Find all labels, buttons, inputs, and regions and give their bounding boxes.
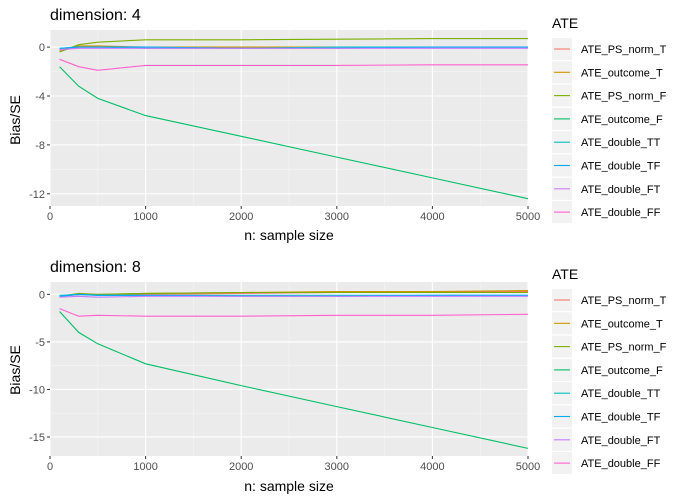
y-axis-label: Bias/SE	[7, 95, 23, 145]
legend: ATE ATE_PS_norm_T ATE_outcome_T ATE_PS_nor…	[552, 266, 667, 475]
chart-title: dimension: 8	[50, 259, 141, 276]
x-axis-label: n: sample size	[244, 227, 334, 243]
x-tick-label: 5000	[516, 211, 540, 223]
series-line-ate-outcome-f	[59, 311, 529, 449]
series-line-ate-ps-norm-f	[59, 38, 528, 53]
y-tick-label: -8	[35, 140, 45, 152]
x-tick-label: 2000	[229, 461, 253, 473]
x-tick-label: 2000	[229, 211, 253, 223]
legend-label: ATE_PS_norm_F	[581, 342, 667, 354]
legend-label: ATE_double_FT	[581, 435, 661, 447]
series-line-ate-double-ft	[59, 47, 528, 51]
legend-label: ATE_double_TT	[581, 388, 661, 400]
series-line-ate-outcome-f	[59, 66, 529, 200]
y-tick-label: -12	[29, 189, 45, 201]
y-tick-label: -5	[35, 337, 45, 349]
legend: ATE ATE_PS_norm_T ATE_outcome_T ATE_PS_nor…	[552, 15, 667, 224]
x-tick-label: 5000	[516, 461, 540, 473]
legend-label: ATE_PS_norm_T	[581, 295, 667, 307]
legend-label: ATE_double_FT	[581, 184, 661, 196]
x-tick-label: 4000	[420, 461, 444, 473]
chart-title: dimension: 4	[50, 7, 141, 24]
y-tick-label: -10	[29, 384, 45, 396]
legend-label: ATE_double_TF	[581, 412, 661, 424]
legend-label: ATE_outcome_T	[581, 67, 663, 79]
plot-panel: 0 1000 2000 3000 4000 5000 0 -4 -8 -12	[29, 30, 540, 223]
x-axis-label: n: sample size	[244, 478, 334, 494]
y-tick-label: -15	[29, 432, 45, 444]
plot-panel: 0 1000 2000 3000 4000 5000 0 -5 -10 -15	[29, 282, 540, 473]
series-line-ate-double-ff	[59, 58, 528, 71]
y-tick-label: 0	[39, 289, 45, 301]
series-line-ate-double-tf	[59, 46, 528, 49]
legend-label: ATE_outcome_F	[581, 114, 663, 126]
x-tick-label: 0	[47, 211, 53, 223]
x-tick-label: 1000	[133, 211, 157, 223]
series-line-ate-double-ff	[59, 308, 529, 317]
x-tick-label: 0	[47, 461, 53, 473]
y-axis-label: Bias/SE	[7, 345, 23, 395]
x-tick-label: 3000	[325, 461, 349, 473]
x-tick-label: 1000	[133, 461, 157, 473]
chart-dimension-4: dimension: 4 0 1000 2000 3000 4000 5000 0 -4 -8 -…	[7, 7, 667, 243]
series-line-ate-double-ft	[59, 295, 528, 298]
legend-title: ATE	[552, 266, 578, 282]
legend-label: ATE_double_FF	[581, 458, 661, 470]
legend-label: ATE_double_TT	[581, 137, 661, 149]
legend-title: ATE	[552, 15, 578, 31]
chart-dimension-8: dimension: 8 0 1000 2000 3000 4000 5000 0 -5 -10…	[7, 259, 667, 494]
legend-label: ATE_double_TF	[581, 161, 661, 173]
x-tick-label: 3000	[325, 211, 349, 223]
x-tick-label: 4000	[420, 211, 444, 223]
legend-label: ATE_double_FF	[581, 207, 661, 219]
legend-label: ATE_PS_norm_T	[581, 44, 667, 56]
legend-label: ATE_PS_norm_F	[581, 91, 667, 103]
y-tick-label: -4	[35, 91, 45, 103]
y-tick-label: 0	[39, 42, 45, 54]
legend-label: ATE_outcome_T	[581, 318, 663, 330]
series-line-ate-ps-norm-f	[59, 291, 528, 297]
legend-label: ATE_outcome_F	[581, 365, 663, 377]
